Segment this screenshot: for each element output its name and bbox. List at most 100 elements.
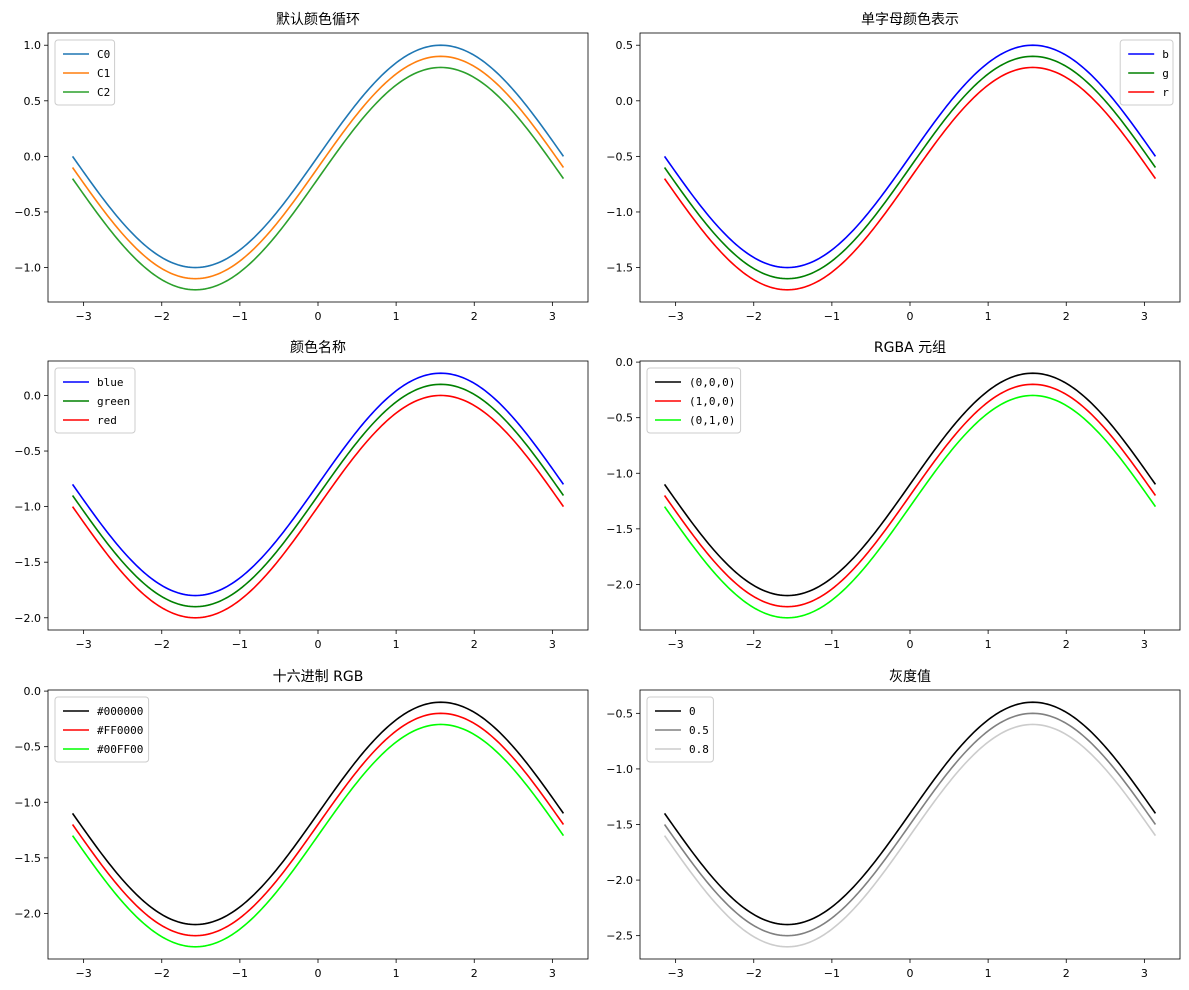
y-tick-label: 0.5 <box>616 39 634 52</box>
legend-box <box>646 367 742 434</box>
legend-label: C0 <box>97 48 110 61</box>
y-tick-label: 0.0 <box>616 356 634 369</box>
x-tick-label: 1 <box>985 638 992 651</box>
legend-box <box>54 696 150 763</box>
x-tick-label: 3 <box>1141 310 1148 323</box>
subplot-2: 单字母颜色表示 −3 −2 −1 0 1 2 3 −1.5 −1.0 −0.5 0.0 0.5 bgr <box>606 11 1181 323</box>
x-tick-label: 2 <box>1063 638 1070 651</box>
y-tick-label: 1.0 <box>24 39 42 52</box>
x-tick-label: 2 <box>1063 967 1070 980</box>
y-tick-label: −1.5 <box>606 819 633 832</box>
y-tick-label: −1.0 <box>606 206 633 219</box>
legend-label: 0.8 <box>689 743 709 756</box>
x-tick-label: −3 <box>668 310 684 323</box>
legend-label: b <box>1162 48 1169 61</box>
y-tick-label: 0.0 <box>24 389 42 402</box>
x-tick-label: 2 <box>471 967 478 980</box>
y-tick-label: 0.0 <box>24 150 42 163</box>
series-group <box>663 372 1157 619</box>
series-line-1 <box>663 372 1157 597</box>
legend-label: blue <box>97 376 124 389</box>
x-tick-label: 3 <box>549 310 556 323</box>
subplot-title: 颜色名称 <box>290 339 346 356</box>
y-tick-label: −1.0 <box>606 467 633 480</box>
x-tick-label: 0 <box>315 967 322 980</box>
series-line-1 <box>71 701 565 926</box>
legend-label: (0,0,0) <box>689 376 735 389</box>
y-tick-label: −1.0 <box>14 501 41 514</box>
y-tick-label: −0.5 <box>606 412 633 425</box>
y-tick-label: −1.5 <box>14 852 41 865</box>
series-line-1 <box>71 372 565 597</box>
y-tick-label: −1.5 <box>606 523 633 536</box>
x-tick-label: 1 <box>393 310 400 323</box>
x-tick-label: −1 <box>232 967 248 980</box>
series-line-2 <box>663 383 1157 608</box>
series-line-2 <box>71 55 565 280</box>
series-line-3 <box>663 394 1157 619</box>
x-tick-label: −2 <box>154 967 170 980</box>
legend-label: #FF0000 <box>97 724 143 737</box>
legend: blue green red <box>54 367 136 434</box>
legend: bgr <box>1119 39 1174 106</box>
y-tick-label: −2.0 <box>14 612 41 625</box>
x-tick-label: −2 <box>746 310 762 323</box>
subplot-5: 十六进制 RGB −3 −2 −1 0 1 2 3 −2.0 −1.5 −1.0 −0.5 0.0 #00… <box>14 669 589 980</box>
series-line-2 <box>71 383 565 608</box>
x-tick-label: −3 <box>76 310 92 323</box>
subplot-4: RGBA 元组 −3 −2 −1 0 1 2 3 −2.0 −1.5 −1.0 −0.5 0.0 (0,0… <box>606 340 1181 651</box>
legend-label: #00FF00 <box>97 743 143 756</box>
series-group <box>71 701 565 948</box>
x-tick-label: 1 <box>985 967 992 980</box>
series-line-3 <box>71 66 565 291</box>
subplot-title: RGBA 元组 <box>874 340 946 356</box>
y-tick-label: −0.5 <box>14 206 41 219</box>
legend: (0,0,0) (1,0,0) (0,1,0) <box>646 367 742 434</box>
x-tick-label: −1 <box>824 310 840 323</box>
subplot-1: 默认颜色循环 −3 −2 −1 0 1 2 3 −1.0 −0.5 0.0 0.5 1.0 C0 C1 C2 <box>14 11 589 323</box>
legend: #000000 #FF0000 #00FF00 <box>54 696 150 763</box>
x-tick-label: −1 <box>824 967 840 980</box>
x-tick-label: 0 <box>907 638 914 651</box>
y-tick-label: −1.5 <box>606 262 633 275</box>
y-tick-label: −0.5 <box>14 741 41 754</box>
series-group <box>663 44 1157 291</box>
x-tick-label: 2 <box>1063 310 1070 323</box>
y-tick-label: −0.5 <box>606 150 633 163</box>
x-tick-label: 1 <box>393 967 400 980</box>
x-tick-label: 3 <box>549 638 556 651</box>
x-tick-label: 3 <box>1141 638 1148 651</box>
subplot-3: 颜色名称 −3 −2 −1 0 1 2 3 −2.0 −1.5 −1.0 −0.5 0.0 blue gre… <box>14 339 589 651</box>
y-tick-label: −2.0 <box>606 874 633 887</box>
y-tick-label: 0.5 <box>24 95 42 108</box>
series-group <box>663 701 1157 948</box>
x-tick-label: 0 <box>907 310 914 323</box>
legend-label: (1,0,0) <box>689 395 735 408</box>
x-tick-label: −2 <box>746 638 762 651</box>
x-tick-label: −1 <box>824 638 840 651</box>
series-group <box>71 44 565 291</box>
x-tick-label: 1 <box>393 638 400 651</box>
y-tick-label: −1.0 <box>14 262 41 275</box>
x-tick-label: −2 <box>154 638 170 651</box>
subplot-title: 十六进制 RGB <box>273 669 364 685</box>
y-tick-label: −2.5 <box>606 930 633 943</box>
y-tick-label: −2.0 <box>14 907 41 920</box>
subplot-title: 单字母颜色表示 <box>861 11 959 28</box>
series-line-2 <box>663 55 1157 280</box>
series-line-3 <box>71 723 565 948</box>
series-line-1 <box>71 44 565 269</box>
x-tick-label: 0 <box>315 310 322 323</box>
x-tick-label: −3 <box>668 638 684 651</box>
legend: C0 C1 C2 <box>54 39 116 106</box>
series-line-3 <box>663 723 1157 948</box>
legend-label: green <box>97 395 130 408</box>
x-tick-label: −1 <box>232 638 248 651</box>
y-tick-label: −0.5 <box>14 445 41 458</box>
y-tick-label: 0.0 <box>24 685 42 698</box>
series-line-1 <box>663 701 1157 926</box>
x-tick-label: 2 <box>471 310 478 323</box>
series-line-3 <box>71 394 565 619</box>
legend-label: C2 <box>97 86 110 99</box>
